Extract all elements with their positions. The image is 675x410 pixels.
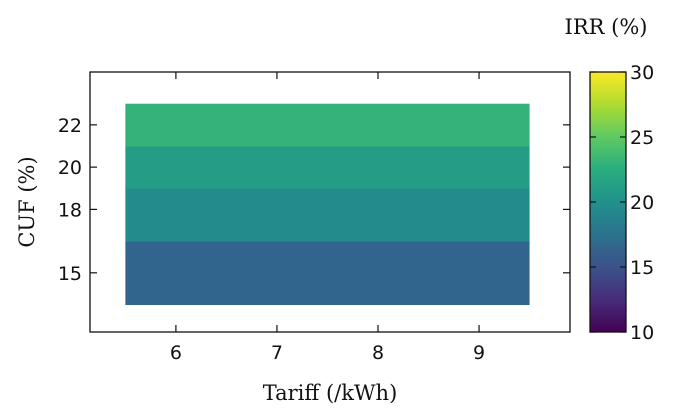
y-tick-label: 22 bbox=[58, 115, 82, 137]
x-axis-ticks: 6 7 8 9 bbox=[170, 72, 485, 364]
colorbar-tick-label: 10 bbox=[630, 322, 654, 344]
x-axis-title: Tariff (/kWh) bbox=[263, 381, 398, 405]
x-tick-label: 9 bbox=[473, 342, 485, 364]
heatmap-cell-cuf-18 bbox=[125, 188, 530, 242]
heatmap-cell-cuf-20 bbox=[125, 145, 530, 189]
heatmap-cell-cuf-22 bbox=[125, 103, 530, 147]
colorbar-tick-label: 30 bbox=[630, 62, 654, 84]
colorbar-tick-label: 15 bbox=[630, 257, 654, 279]
colorbar-tick-label: 25 bbox=[630, 127, 654, 149]
colorbar-title: IRR (%) bbox=[565, 15, 648, 39]
y-axis-ticks: 15 18 20 22 bbox=[58, 115, 570, 285]
colorbar-ticks: 10 15 20 25 30 bbox=[590, 62, 654, 344]
plot-frame bbox=[89, 71, 571, 333]
x-tick-label: 6 bbox=[170, 342, 182, 364]
heatmap-cells bbox=[125, 103, 530, 306]
heatmap-cell-cuf-15 bbox=[125, 241, 530, 306]
y-axis-title: CUF (%) bbox=[15, 156, 39, 247]
x-tick-label: 8 bbox=[372, 342, 384, 364]
y-tick-label: 18 bbox=[58, 199, 82, 221]
y-tick-label: 15 bbox=[58, 263, 82, 285]
y-tick-label: 20 bbox=[58, 157, 82, 179]
colorbar-tick-label: 20 bbox=[630, 192, 654, 214]
x-tick-label: 7 bbox=[271, 342, 283, 364]
